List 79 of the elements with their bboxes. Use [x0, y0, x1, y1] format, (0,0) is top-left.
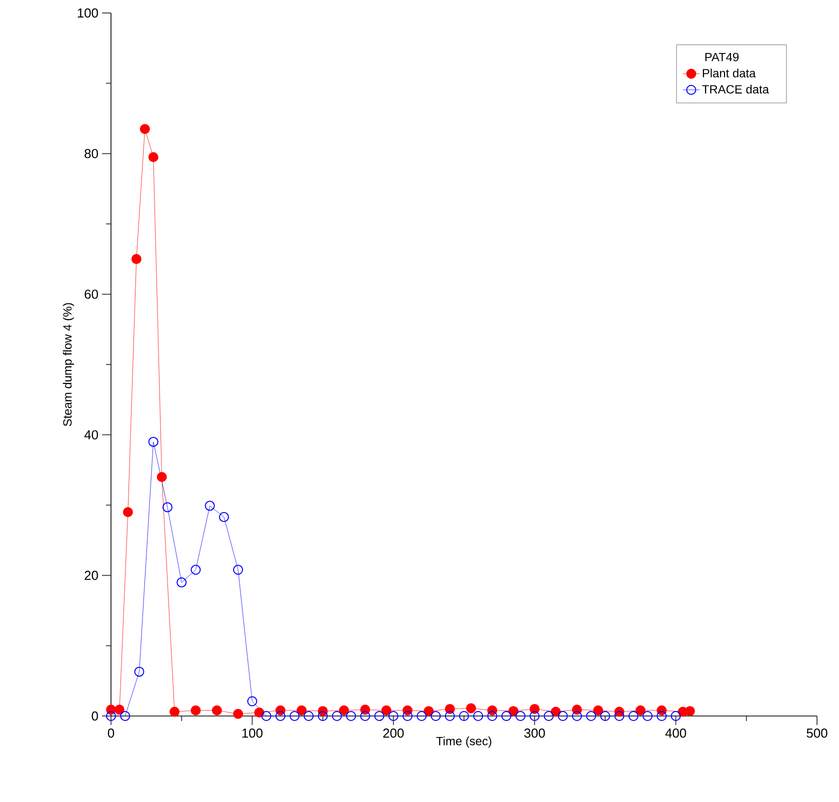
point: [190, 564, 201, 575]
x-axis-title: Time (sec): [436, 736, 492, 748]
point: [416, 711, 427, 721]
point: [140, 124, 150, 134]
point: [530, 711, 540, 721]
point: [156, 472, 167, 482]
point: [261, 711, 272, 721]
x-tick-label: 500: [806, 728, 828, 738]
y-tick-label: 80: [84, 149, 98, 158]
point: [402, 711, 413, 721]
point: [656, 711, 667, 721]
point: [600, 711, 610, 721]
point: [593, 705, 604, 716]
point: [508, 706, 518, 716]
point: [444, 704, 455, 714]
point: [381, 705, 392, 716]
point: [131, 254, 142, 264]
y-tick-label: 0: [92, 711, 98, 721]
y-tick-label: 40: [84, 430, 98, 440]
point: [360, 711, 370, 721]
x-tick-label: 300: [524, 728, 545, 738]
point: [544, 711, 554, 721]
point: [473, 711, 484, 721]
point: [338, 705, 349, 716]
point: [148, 436, 158, 447]
point: [290, 711, 300, 721]
point: [530, 704, 540, 714]
point: [190, 705, 201, 716]
point: [684, 706, 695, 716]
point: [459, 711, 470, 721]
point: [106, 711, 116, 721]
point: [122, 507, 133, 518]
point: [642, 711, 653, 721]
point: [233, 564, 244, 575]
point: [444, 711, 455, 721]
point: [515, 711, 526, 721]
point: [430, 711, 441, 721]
point: [212, 705, 222, 716]
point: [218, 512, 229, 522]
legend-title: PAT49: [705, 52, 739, 62]
point: [628, 711, 638, 721]
point: [572, 711, 582, 721]
legend-label: Plant data: [702, 68, 756, 78]
legend-label: TRACE data: [702, 84, 770, 94]
point: [332, 711, 342, 721]
point: [114, 704, 124, 715]
point: [304, 711, 314, 721]
point: [388, 711, 398, 721]
point: [254, 707, 264, 718]
point: [120, 711, 130, 721]
point: [374, 711, 384, 721]
x-tick-label: 200: [383, 728, 404, 738]
point: [204, 500, 215, 511]
point: [558, 711, 568, 721]
point: [346, 711, 356, 721]
point: [586, 711, 596, 721]
x-tick-label: 400: [665, 728, 686, 738]
y-tick-label: 100: [78, 8, 98, 18]
y-tick-label: 60: [84, 290, 98, 299]
x-tick-label: 0: [108, 728, 114, 738]
y-tick-label: 20: [84, 570, 98, 580]
point: [296, 705, 307, 716]
point: [501, 711, 512, 721]
point: [318, 711, 328, 721]
point: [487, 711, 498, 721]
point: [614, 711, 624, 721]
y-axis-title: Steam dump flow 4 (%): [62, 303, 74, 426]
point: [670, 711, 681, 721]
point: [275, 711, 286, 721]
point: [466, 703, 476, 714]
point: [176, 577, 187, 588]
point: [247, 696, 258, 706]
point: [134, 666, 144, 677]
x-tick-label: 100: [242, 728, 262, 738]
point: [162, 502, 172, 512]
point: [636, 705, 646, 716]
point: [170, 706, 180, 717]
point: [148, 152, 158, 162]
point: [233, 708, 244, 719]
